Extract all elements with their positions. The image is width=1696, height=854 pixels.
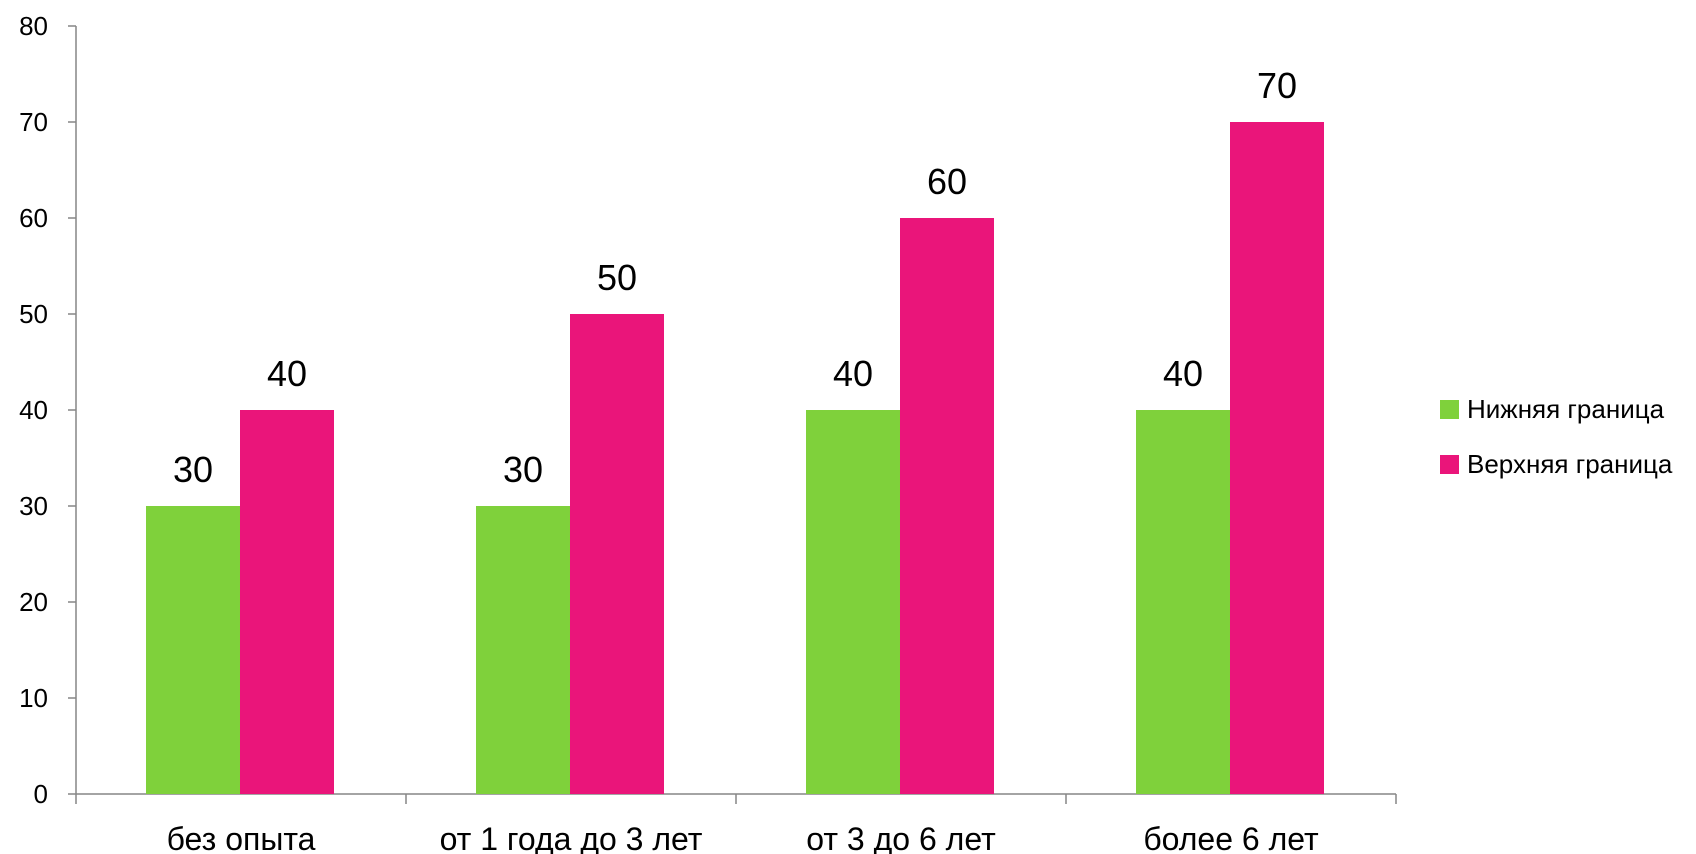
y-tick-label: 30 xyxy=(19,491,48,521)
legend-swatch xyxy=(1440,400,1459,419)
bar-lower xyxy=(146,506,240,794)
chart-axes: 0 10 20 30 40 50 60 70 80 без опыта от 1 года до 3… xyxy=(19,11,1397,854)
bar-upper xyxy=(900,218,994,794)
y-tick-label: 20 xyxy=(19,587,48,617)
x-category-label: более 6 лет xyxy=(1143,821,1319,854)
x-category-label: без опыта xyxy=(167,821,316,854)
data-label: 30 xyxy=(503,449,543,490)
y-tick-label: 0 xyxy=(34,779,48,809)
y-tick-label: 80 xyxy=(19,11,48,41)
y-tick-label: 10 xyxy=(19,683,48,713)
data-label: 50 xyxy=(597,257,637,298)
legend-label: Верхняя граница xyxy=(1467,449,1673,479)
x-category-label: от 1 года до 3 лет xyxy=(440,821,703,854)
bar-upper xyxy=(240,410,334,794)
data-label: 40 xyxy=(833,353,873,394)
bar-lower xyxy=(806,410,900,794)
chart-bars xyxy=(146,122,1324,794)
data-label: 40 xyxy=(267,353,307,394)
chart-data-labels: 30 30 40 40 40 50 60 70 xyxy=(173,65,1297,490)
bar-lower xyxy=(1136,410,1230,794)
legend-label: Нижняя граница xyxy=(1467,394,1665,424)
data-label: 70 xyxy=(1257,65,1297,106)
y-tick-label: 50 xyxy=(19,299,48,329)
bar-upper xyxy=(1230,122,1324,794)
chart-legend: Нижняя граница Верхняя граница xyxy=(1440,394,1673,479)
y-tick-label: 60 xyxy=(19,203,48,233)
data-label: 40 xyxy=(1163,353,1203,394)
bar-upper xyxy=(570,314,664,794)
bar-lower xyxy=(476,506,570,794)
y-tick-label: 40 xyxy=(19,395,48,425)
x-category-label: от 3 до 6 лет xyxy=(806,821,996,854)
legend-swatch xyxy=(1440,455,1459,474)
y-tick-label: 70 xyxy=(19,107,48,137)
data-label: 60 xyxy=(927,161,967,202)
data-label: 30 xyxy=(173,449,213,490)
